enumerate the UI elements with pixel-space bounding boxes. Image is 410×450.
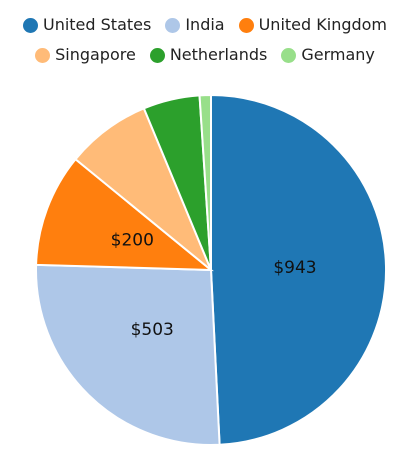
legend-label: Singapore xyxy=(55,45,136,64)
legend-swatch xyxy=(35,47,51,63)
legend-label: United Kingdom xyxy=(258,15,388,34)
legend-item: Netherlands xyxy=(149,44,268,66)
data-label: $943 xyxy=(273,258,316,278)
legend-label: United States xyxy=(42,15,152,34)
legend-item: United Kingdom xyxy=(238,14,388,36)
legend-label: Germany xyxy=(301,45,375,64)
legend: United States India United Kingdom Singapor… xyxy=(0,14,410,66)
legend-swatch xyxy=(22,17,38,33)
data-label: $503 xyxy=(131,320,174,340)
legend-swatch xyxy=(149,47,165,63)
legend-swatch xyxy=(281,47,297,63)
legend-label: Netherlands xyxy=(169,45,268,64)
pie-slice xyxy=(210,93,387,446)
data-label: $200 xyxy=(111,231,154,251)
legend-item: India xyxy=(165,14,225,36)
legend-item: Germany xyxy=(281,44,375,66)
pie-slice xyxy=(198,93,212,271)
legend-swatch xyxy=(165,17,181,33)
legend-label: India xyxy=(185,15,225,34)
pie-slice xyxy=(35,157,214,272)
legend-item: Singapore xyxy=(35,44,136,66)
pie-slice xyxy=(35,263,221,446)
legend-swatch xyxy=(238,17,254,33)
legend-item: United States xyxy=(22,14,152,36)
